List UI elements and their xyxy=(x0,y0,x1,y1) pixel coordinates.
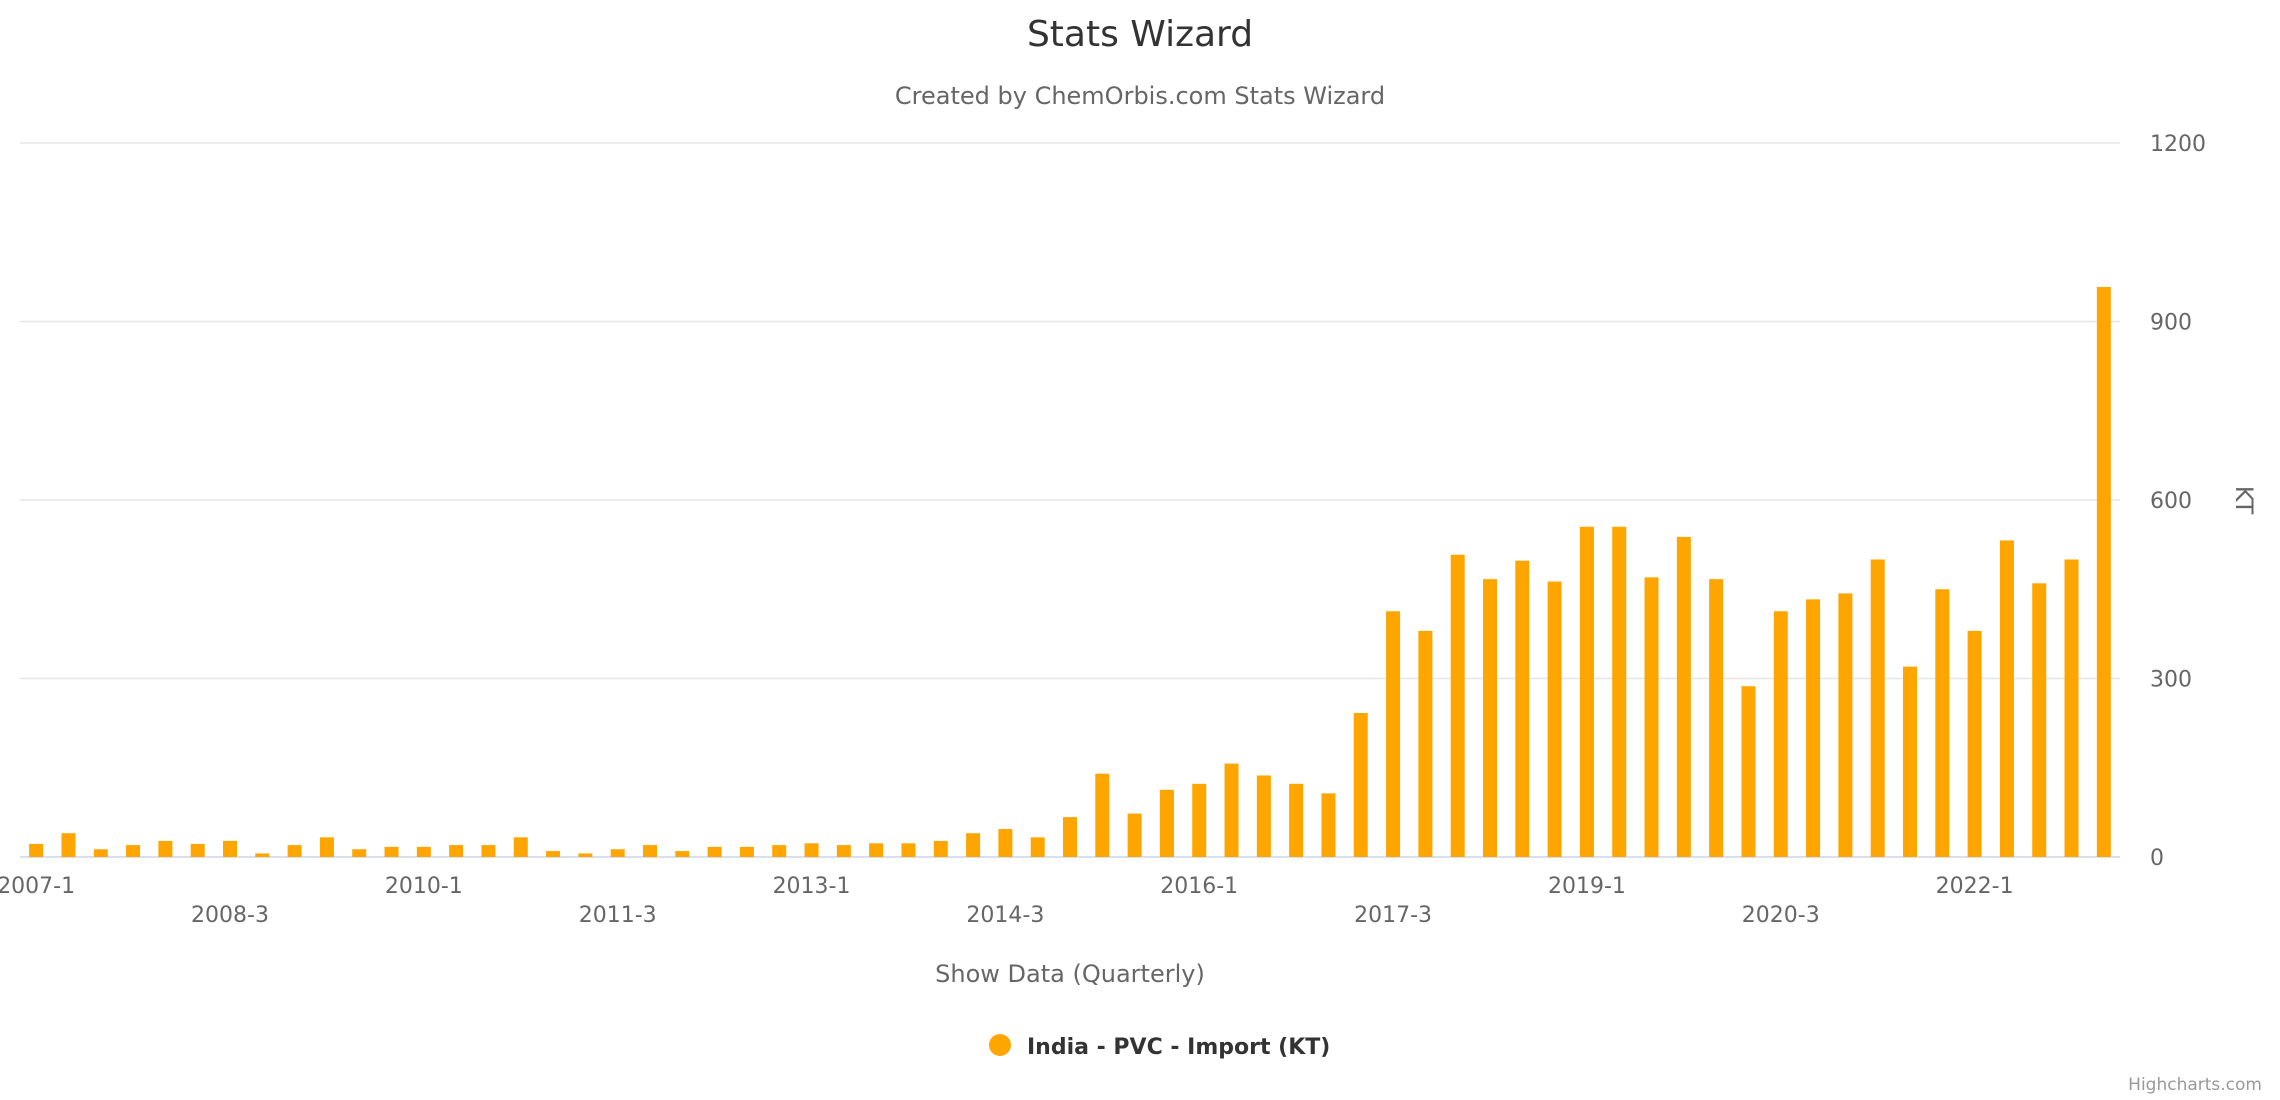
x-tick-label: 2022-1 xyxy=(1936,874,2014,899)
bar[interactable] xyxy=(1289,783,1304,857)
bar[interactable] xyxy=(836,845,851,857)
bar[interactable] xyxy=(1612,526,1627,857)
x-tick-label: 2017-3 xyxy=(1354,903,1432,928)
bar[interactable] xyxy=(1321,793,1336,857)
y-axis-ticks: 0 300 600 900 1200 xyxy=(2150,132,2206,871)
bar[interactable] xyxy=(546,851,561,857)
bar[interactable] xyxy=(29,843,44,857)
bar[interactable] xyxy=(1999,540,2014,857)
bars[interactable] xyxy=(29,286,2111,858)
x-axis-title: Show Data (Quarterly) xyxy=(935,960,1205,988)
bar[interactable] xyxy=(158,840,173,857)
y-axis-title: KT xyxy=(2230,486,2258,515)
bar[interactable] xyxy=(1159,789,1174,857)
x-tick-label: 2007-1 xyxy=(0,874,75,899)
x-tick-label: 2016-1 xyxy=(1160,874,1238,899)
bar[interactable] xyxy=(1127,813,1142,857)
bar[interactable] xyxy=(1030,837,1045,857)
bar[interactable] xyxy=(416,846,431,857)
bar[interactable] xyxy=(61,833,76,857)
bar[interactable] xyxy=(1870,559,1885,858)
bar[interactable] xyxy=(2064,559,2079,858)
bar[interactable] xyxy=(1838,593,1853,857)
bar[interactable] xyxy=(966,833,981,857)
bar[interactable] xyxy=(739,846,754,857)
y-tick-label: 900 xyxy=(2150,311,2192,336)
x-axis-ticks: 2007-1 2008-3 2010-1 2011-3 2013-1 2014-3 2016… xyxy=(0,874,2014,928)
bar[interactable] xyxy=(190,843,205,857)
bar[interactable] xyxy=(1935,589,1950,857)
bar[interactable] xyxy=(1967,630,1982,857)
chart-title: Stats Wizard xyxy=(1027,14,1253,55)
bar[interactable] xyxy=(481,845,496,857)
x-tick-label: 2019-1 xyxy=(1548,874,1626,899)
legend-marker-icon xyxy=(989,1034,1011,1056)
bar[interactable] xyxy=(513,837,528,857)
bar[interactable] xyxy=(901,843,916,857)
x-tick-label: 2014-3 xyxy=(966,903,1044,928)
chart-subtitle: Created by ChemOrbis.com Stats Wizard xyxy=(895,82,1385,110)
bar[interactable] xyxy=(675,851,690,857)
x-tick-label: 2008-3 xyxy=(191,903,269,928)
x-tick-label: 2010-1 xyxy=(385,874,463,899)
bar[interactable] xyxy=(772,845,787,857)
bar[interactable] xyxy=(707,846,722,857)
bar[interactable] xyxy=(319,837,334,857)
bar[interactable] xyxy=(1450,554,1465,857)
bar[interactable] xyxy=(1386,611,1401,857)
bar[interactable] xyxy=(1353,713,1368,857)
bar[interactable] xyxy=(223,840,237,857)
bar[interactable] xyxy=(2032,583,2047,857)
bar[interactable] xyxy=(1256,775,1271,857)
credits-link[interactable]: Highcharts.com xyxy=(2128,1075,2262,1095)
bar[interactable] xyxy=(933,840,948,857)
bar[interactable] xyxy=(578,853,593,857)
bar[interactable] xyxy=(1676,536,1691,857)
bar[interactable] xyxy=(869,843,884,857)
bar[interactable] xyxy=(255,853,270,857)
bar[interactable] xyxy=(643,845,657,857)
x-tick-label: 2011-3 xyxy=(579,903,657,928)
x-tick-label: 2020-3 xyxy=(1742,903,1820,928)
bar[interactable] xyxy=(1515,560,1530,857)
bar[interactable] xyxy=(1192,783,1207,857)
bar[interactable] xyxy=(610,849,625,857)
legend-label: India - PVC - Import (KT) xyxy=(1027,1035,1330,1060)
bar[interactable] xyxy=(126,845,141,857)
bar[interactable] xyxy=(1579,526,1594,857)
bar[interactable] xyxy=(1224,763,1239,857)
bar[interactable] xyxy=(287,845,302,857)
bar[interactable] xyxy=(93,849,108,857)
y-tick-label: 1200 xyxy=(2150,132,2206,157)
bar[interactable] xyxy=(1806,599,1821,857)
bar[interactable] xyxy=(1903,666,1917,857)
grid-lines xyxy=(20,142,2120,858)
bar[interactable] xyxy=(384,846,399,857)
legend-item[interactable]: India - PVC - Import (KT) xyxy=(989,1034,1330,1060)
y-tick-label: 300 xyxy=(2150,668,2192,693)
bar[interactable] xyxy=(1741,686,1756,857)
bar[interactable] xyxy=(1547,581,1562,857)
bar[interactable] xyxy=(1063,817,1077,857)
bar[interactable] xyxy=(2096,286,2111,857)
x-tick-label: 2013-1 xyxy=(773,874,851,899)
bar[interactable] xyxy=(449,845,464,857)
bar[interactable] xyxy=(1483,579,1497,857)
bar[interactable] xyxy=(1418,630,1433,857)
bar[interactable] xyxy=(1773,611,1788,857)
bar[interactable] xyxy=(1709,579,1724,857)
bar[interactable] xyxy=(804,843,819,857)
y-tick-label: 600 xyxy=(2150,489,2192,514)
bar[interactable] xyxy=(352,849,367,857)
bar[interactable] xyxy=(1095,773,1110,857)
bar[interactable] xyxy=(998,829,1013,857)
y-tick-label: 0 xyxy=(2150,846,2164,871)
bar[interactable] xyxy=(1644,577,1659,857)
